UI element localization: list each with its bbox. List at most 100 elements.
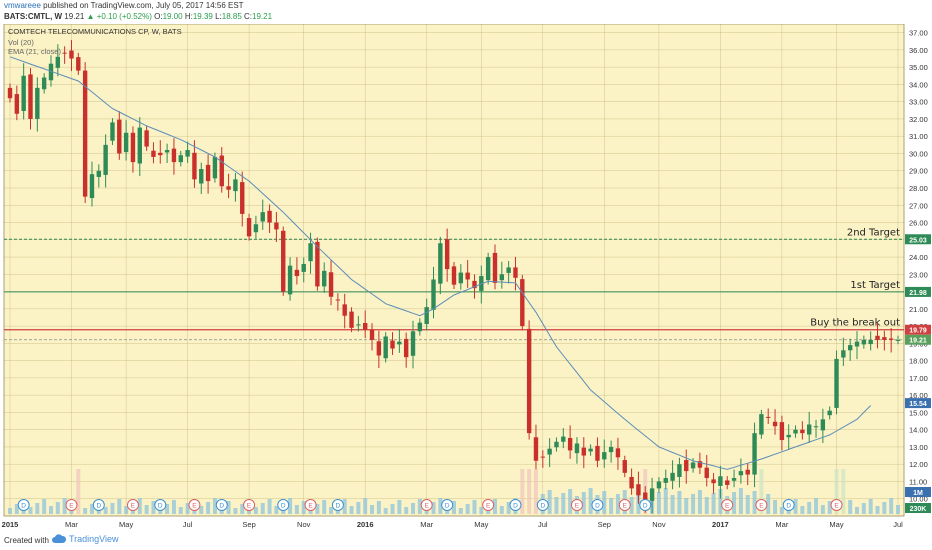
volume-bar <box>520 469 525 514</box>
y-tick-label: 10.00 <box>909 495 928 504</box>
volume-bar <box>315 504 320 514</box>
price-change: +0.10 (+0.52%) <box>96 12 152 21</box>
candle-body <box>410 331 416 356</box>
event-marker-earnings[interactable] <box>755 499 768 511</box>
candle-body <box>369 329 375 340</box>
event-marker-earnings[interactable] <box>126 499 139 511</box>
price-chart[interactable]: 2nd Target 1st Target Buy the break out D E… <box>0 24 932 530</box>
event-marker-label: E <box>192 503 197 510</box>
event-marker-dividend[interactable] <box>92 499 105 511</box>
event-marker-dividend[interactable] <box>17 499 30 511</box>
event-marker-earnings[interactable] <box>304 499 317 511</box>
candle-body <box>677 464 682 477</box>
candle-body <box>704 467 709 479</box>
volume-bar <box>267 499 272 514</box>
event-marker-earnings[interactable] <box>243 499 256 511</box>
author-link[interactable]: vmwareee <box>4 1 41 10</box>
candle-body <box>253 224 259 233</box>
horizontal-levels[interactable]: 2nd Target 1st Target Buy the break out <box>4 227 904 341</box>
candle-body <box>800 429 805 434</box>
volume-bar <box>171 500 176 514</box>
candle-body <box>752 433 757 475</box>
candle-body <box>663 478 668 483</box>
tradingview-brand[interactable]: TradingView <box>52 534 119 544</box>
y-axis[interactable]: 37.00 36.00 35.00 34.00 33.00 32.00 31.00 30.00… <box>909 29 928 504</box>
event-marker-dividend[interactable] <box>782 499 795 511</box>
legend-entry: EMA (21, close) <box>8 47 61 56</box>
volume-bar <box>684 498 689 514</box>
volume-bar <box>76 469 81 514</box>
candle-body <box>499 274 505 281</box>
tradingview-cloud-icon <box>52 534 66 543</box>
candle-body <box>458 272 464 284</box>
candle-body <box>847 345 853 351</box>
event-marker-earnings[interactable] <box>482 499 495 511</box>
event-marker-dividend[interactable] <box>639 499 652 511</box>
event-marker-earnings[interactable] <box>65 499 78 511</box>
volume-bar <box>165 504 170 514</box>
volume-bar <box>370 505 375 514</box>
volume-bar <box>820 505 825 514</box>
candlesticks <box>7 40 901 514</box>
event-marker-earnings[interactable] <box>188 499 201 511</box>
candle-body <box>294 269 300 277</box>
volume-bar <box>745 495 750 514</box>
candle-body <box>827 410 832 416</box>
event-marker-dividend[interactable] <box>591 499 604 511</box>
candle-body <box>772 421 778 427</box>
event-marker-dividend[interactable] <box>154 499 167 511</box>
volume-bar <box>465 504 470 514</box>
event-marker-dividend[interactable] <box>441 499 454 511</box>
candle-body <box>670 472 675 481</box>
volume-bar <box>670 495 675 514</box>
volume-bar <box>411 503 416 514</box>
candle-body <box>103 144 108 175</box>
event-marker-dividend[interactable] <box>536 499 549 511</box>
volume-bar <box>89 504 94 514</box>
volume-bar <box>137 498 142 514</box>
event-marker-dividend[interactable] <box>509 499 522 511</box>
candle-body <box>588 448 593 452</box>
volume-bar <box>527 469 532 514</box>
up-triangle-icon: ▲ <box>86 12 95 21</box>
event-marker-label: E <box>759 503 764 510</box>
event-marker-dividend[interactable] <box>277 499 290 511</box>
candle-body <box>130 132 136 163</box>
volume-bar <box>55 502 60 514</box>
volume-bar <box>117 499 122 514</box>
candle-body <box>738 471 744 476</box>
event-marker-earnings[interactable] <box>420 499 433 511</box>
plot-border <box>3 24 905 517</box>
volume-bar <box>691 494 696 514</box>
event-marker-dividend[interactable] <box>331 499 344 511</box>
candle-body <box>363 322 368 330</box>
footer: Created with TradingView <box>0 530 932 550</box>
volume-bar <box>479 507 484 514</box>
ema-badge-text: 15.54 <box>909 401 927 408</box>
volume-bar <box>711 493 716 514</box>
candle-body <box>868 339 873 345</box>
event-marker-earnings[interactable] <box>830 499 843 511</box>
volume-bar <box>663 488 668 514</box>
candle-body <box>574 443 580 454</box>
candle-body <box>96 170 101 177</box>
candle-body <box>834 358 839 408</box>
event-marker-label: D <box>336 503 341 510</box>
x-tick-label: Jul <box>183 520 193 529</box>
event-marker-dividend[interactable] <box>215 499 228 511</box>
volume-bar <box>506 502 511 514</box>
volume-bar <box>834 469 839 514</box>
event-marker-earnings[interactable] <box>721 499 734 511</box>
x-axis[interactable]: 2015 Mar May Jul Sep Nov 2016 Mar May Jul Sep Nov 20… <box>2 520 903 529</box>
candle-body <box>567 437 573 451</box>
volume-bar <box>144 505 149 514</box>
event-marker-earnings[interactable] <box>570 499 583 511</box>
low-label: L: <box>215 12 222 21</box>
volume-bar <box>356 502 361 514</box>
event-marker-earnings[interactable] <box>618 499 631 511</box>
y-tick-label: 34.00 <box>909 80 928 89</box>
candle-body <box>438 243 443 284</box>
candle-body <box>779 422 785 441</box>
volume-bar <box>882 502 887 514</box>
